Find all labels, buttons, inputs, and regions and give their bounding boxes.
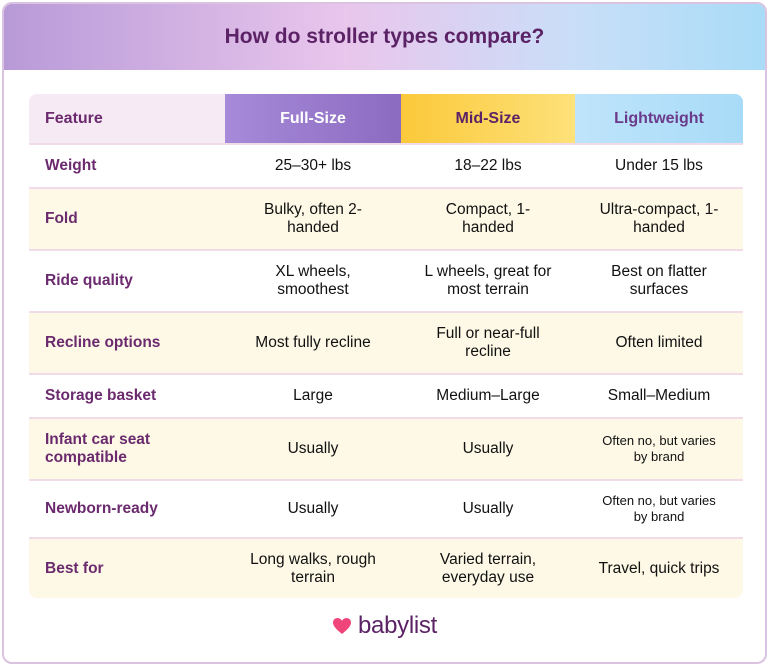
brand: babylist <box>358 612 437 639</box>
value-cell: Often limited <box>575 311 743 374</box>
value-cell: 18–22 lbs <box>401 143 575 188</box>
comparison-table: Feature Full-Size Mid-Size Lightweight Weig… <box>29 94 743 598</box>
heart-logo <box>333 618 351 634</box>
column-header: Mid-Size <box>401 94 575 144</box>
feature-cell: Recline options <box>29 311 225 374</box>
value-cell: Varied terrain, everyday use <box>401 537 575 598</box>
value-cell: Best on flatter surfaces <box>575 249 743 312</box>
value-cell: XL wheels, smoothest <box>225 249 401 312</box>
header-row: Feature Full-Size Mid-Size Lightweight <box>29 94 743 144</box>
feature-cell: Storage basket <box>29 373 225 418</box>
value-cell: Long walks, rough terrain <box>225 537 401 598</box>
feature-cell: Newborn-ready <box>29 479 225 538</box>
feature-cell: Infant car seat compatible <box>29 417 225 480</box>
value-cell: Often no, but varies by brand <box>575 417 743 480</box>
value-cell: Small–Medium <box>575 373 743 418</box>
value-cell: Large <box>225 373 401 418</box>
table-row: Storage basket Large Medium–Large Small–Med… <box>29 373 743 418</box>
value-cell: 25–30+ lbs <box>225 143 401 188</box>
header: How do stroller types compare? <box>4 4 765 70</box>
value-cell: Ultra-compact, 1-handed <box>575 187 743 250</box>
table-row: Ride quality XL wheels, smoothest L wheels… <box>29 249 743 312</box>
footer: babylist <box>4 612 765 640</box>
table-row: Infant car seat compatible Usually Usually… <box>29 417 743 480</box>
column-header: Full-Size <box>225 94 401 144</box>
value-cell: Compact, 1-handed <box>401 187 575 250</box>
table-row: Fold Bulky, often 2-handed Compact, 1-hand… <box>29 187 743 250</box>
value-cell: Bulky, often 2-handed <box>225 187 401 250</box>
table-row: Best for Long walks, rough terrain Varied … <box>29 537 743 598</box>
feature-cell: Fold <box>29 187 225 250</box>
value-cell: L wheels, great for most terrain <box>401 249 575 312</box>
value-cell: Usually <box>225 417 401 480</box>
feature-cell: Best for <box>29 537 225 598</box>
table-row: Recline options Most fully recline Full or… <box>29 311 743 374</box>
table-row: Newborn-ready Usually Usually Often no, but… <box>29 479 743 538</box>
value-cell: Medium–Large <box>401 373 575 418</box>
value-cell: Usually <box>401 417 575 480</box>
column-header: Feature <box>29 94 225 144</box>
table-row: Weight 25–30+ lbs 18–22 lbs Under 15 lbs <box>29 143 743 188</box>
title: How do stroller types compare? <box>224 25 545 48</box>
feature-cell: Ride quality <box>29 249 225 312</box>
column-header: Lightweight <box>575 94 743 144</box>
table-body: Weight 25–30+ lbs 18–22 lbs Under 15 lbs Fol… <box>29 143 743 598</box>
value-cell: Usually <box>225 479 401 538</box>
value-cell: Often no, but varies by brand <box>575 479 743 538</box>
value-cell: Most fully recline <box>225 311 401 374</box>
value-cell: Travel, quick trips <box>575 537 743 598</box>
value-cell: Usually <box>401 479 575 538</box>
value-cell: Full or near-full recline <box>401 311 575 374</box>
feature-cell: Weight <box>29 143 225 188</box>
value-cell: Under 15 lbs <box>575 143 743 188</box>
